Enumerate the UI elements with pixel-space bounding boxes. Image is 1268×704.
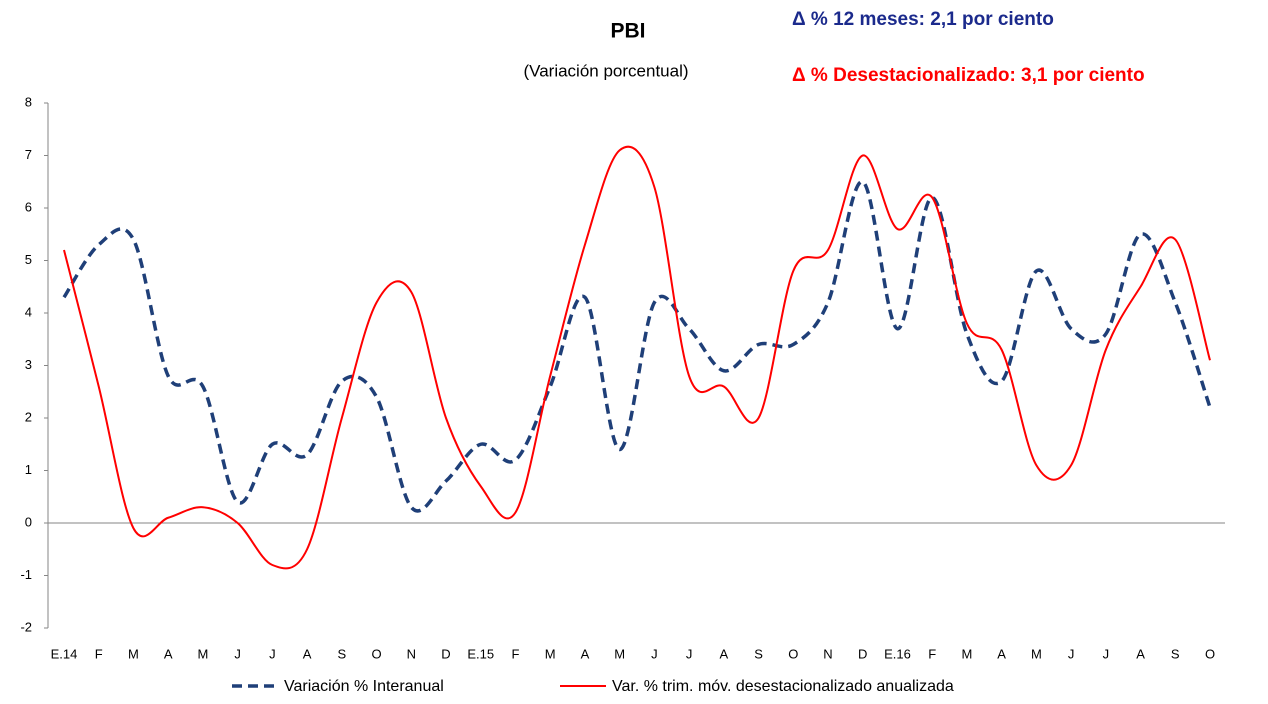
x-tick-label: J xyxy=(234,646,241,661)
data-line xyxy=(62,179,1212,513)
x-tick-label: M xyxy=(128,646,139,661)
x-tick-label: F xyxy=(511,646,519,661)
x-tick-label: J xyxy=(651,646,658,661)
x-tick-label: M xyxy=(961,646,972,661)
x-tick-label: A xyxy=(581,646,590,661)
x-tick-label: N xyxy=(823,646,832,661)
x-tick-label: J xyxy=(269,646,276,661)
x-tick-label: E.15 xyxy=(467,646,494,661)
x-tick-label: N xyxy=(407,646,416,661)
legend-label: Var. % trim. móv. desestacionalizado anu… xyxy=(612,678,954,695)
y-tick-label: -1 xyxy=(20,567,32,582)
y-tick-label: 3 xyxy=(25,357,32,372)
x-tick-label: E.16 xyxy=(884,646,911,661)
x-tick-label: A xyxy=(164,646,173,661)
x-tick-label: F xyxy=(928,646,936,661)
chart-subtitle: (Variación porcentual) xyxy=(523,61,688,80)
x-tick-label: D xyxy=(441,646,450,661)
y-tick-label: 8 xyxy=(25,94,32,109)
x-tick-label: O xyxy=(788,646,798,661)
x-tick-label: J xyxy=(686,646,693,661)
annotation: Δ % 12 meses: 2,1 por ciento xyxy=(792,9,1054,30)
x-tick-label: A xyxy=(997,646,1006,661)
x-tick-label: M xyxy=(197,646,208,661)
y-tick-label: -2 xyxy=(20,619,32,634)
data-line xyxy=(63,145,1211,570)
x-tick-label: D xyxy=(858,646,867,661)
x-tick-label: O xyxy=(1205,646,1215,661)
x-tick-label: A xyxy=(1136,646,1145,661)
y-tick-label: 7 xyxy=(25,147,32,162)
x-tick-label: J xyxy=(1103,646,1110,661)
y-tick-label: 5 xyxy=(25,252,32,267)
y-tick-label: 1 xyxy=(25,462,32,477)
annotation: Δ % Desestacionalizado: 3,1 por ciento xyxy=(792,65,1145,86)
x-tick-label: O xyxy=(371,646,381,661)
y-tick-label: 6 xyxy=(25,199,32,214)
x-tick-label: S xyxy=(754,646,763,661)
x-tick-label: S xyxy=(1171,646,1180,661)
legend-label: Variación % Interanual xyxy=(284,678,444,695)
x-tick-label: J xyxy=(1068,646,1075,661)
x-tick-label: A xyxy=(719,646,728,661)
x-tick-label: M xyxy=(614,646,625,661)
y-tick-label: 0 xyxy=(25,514,32,529)
x-tick-label: E.14 xyxy=(51,646,78,661)
y-tick-label: 2 xyxy=(25,409,32,424)
x-tick-label: A xyxy=(303,646,312,661)
chart-title: PBI xyxy=(610,20,645,43)
x-tick-label: M xyxy=(545,646,556,661)
y-tick-label: 4 xyxy=(25,304,32,319)
x-tick-label: M xyxy=(1031,646,1042,661)
x-tick-label: S xyxy=(337,646,346,661)
x-tick-label: F xyxy=(95,646,103,661)
